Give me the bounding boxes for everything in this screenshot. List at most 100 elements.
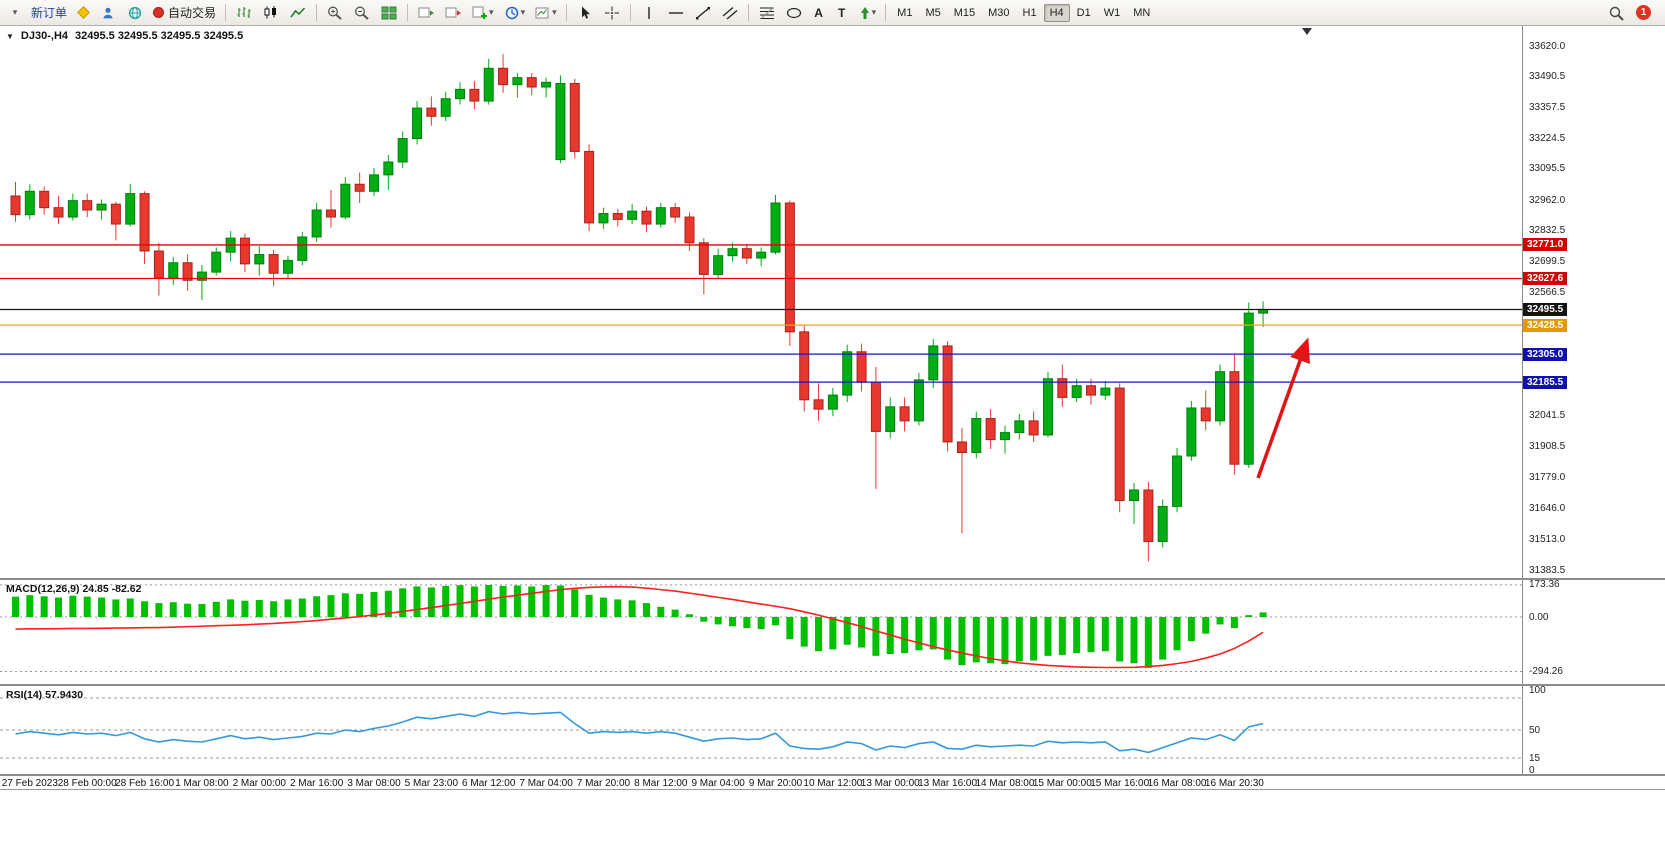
time-axis-label: 8 Mar 12:00: [634, 778, 688, 789]
shapes-tool-button[interactable]: [781, 3, 807, 23]
macd-histogram: [12, 584, 1267, 668]
time-axis-label: 6 Mar 12:00: [462, 778, 516, 789]
candles-series: [10, 54, 1269, 562]
trendline-tool-button[interactable]: [690, 3, 716, 23]
timeframe-m30[interactable]: M30: [988, 6, 1010, 19]
trendline-icon: [695, 6, 710, 19]
timeframe-mn[interactable]: MN: [1133, 6, 1151, 19]
toolbar-separator: [407, 4, 409, 21]
price-axis-tick: 33357.5: [1529, 102, 1566, 113]
timeframe-m15[interactable]: M15: [953, 6, 976, 19]
chart-shift-icon: [445, 7, 462, 17]
toolbar-separator: [747, 4, 749, 21]
arrows-tool-button[interactable]: ▾: [854, 3, 881, 23]
timeframe-h1[interactable]: H1: [1022, 6, 1037, 19]
price-axis-tick: 32041.5: [1529, 410, 1566, 422]
price-axis-tick: 32832.5: [1529, 225, 1566, 236]
rsi-line: [15, 710, 1264, 754]
time-axis-label: 7 Mar 20:00: [576, 778, 631, 789]
price-axis-border: [1522, 26, 1523, 774]
price-badge-32627.6: 32627.6: [1523, 272, 1568, 285]
time-axis-label: 13 Mar 00:00: [860, 778, 920, 789]
fibonacci-tool-button[interactable]: [754, 3, 780, 23]
timeframe-d1[interactable]: D1: [1076, 6, 1091, 19]
mql-button[interactable]: [72, 3, 94, 23]
menu-caret-button[interactable]: ▾: [4, 3, 26, 23]
rsi-axis-label: 100: [1529, 684, 1546, 696]
time-axis-label: 13 Mar 16:00: [918, 778, 978, 789]
main-price-plot[interactable]: [0, 26, 1522, 578]
arrow-marker-icon: [860, 6, 869, 19]
toolbar-separator: [316, 4, 318, 21]
time-axis-label: 27 Feb 2023: [1, 778, 58, 789]
timeframe-w1[interactable]: W1: [1103, 6, 1121, 19]
macd-plot[interactable]: [0, 580, 1522, 684]
toolbar-separator: [629, 4, 631, 21]
tile-windows-button[interactable]: [376, 3, 402, 23]
time-axis-label: 14 Mar 08:00: [975, 778, 1035, 789]
price-axis-tick: 31779.0: [1529, 471, 1566, 483]
time-axis-label: 5 Mar 23:00: [404, 778, 459, 789]
symbol-title: DJ30-,H4: [20, 30, 68, 42]
text-tool-button[interactable]: A: [808, 3, 830, 23]
time-axis-label: 10 Mar 12:00: [803, 778, 863, 789]
cursor-icon: [581, 6, 590, 19]
rsi-axis-label: 15: [1529, 752, 1541, 764]
time-axis-label: 16 Mar 20:30: [1204, 778, 1264, 789]
profile-button[interactable]: [95, 3, 121, 23]
autotrading-button[interactable]: 自动交易: [149, 3, 220, 23]
time-axis-label: 1 Mar 08:00: [175, 778, 229, 789]
new-chart-button[interactable]: ▾: [467, 3, 498, 23]
price-badge-32495.5: 32495.5: [1523, 302, 1568, 316]
panel-separator[interactable]: [0, 684, 1665, 686]
price-axis-tick: 33224.5: [1529, 133, 1566, 145]
timeframe-h4[interactable]: H4: [1043, 3, 1070, 22]
vertical-line-tool-button[interactable]: [636, 3, 662, 23]
rsi-label: RSI(14) 57.9430: [6, 689, 84, 701]
rsi-axis-label: 50: [1529, 724, 1541, 736]
channel-tool-button[interactable]: [717, 3, 743, 23]
label-tool-button[interactable]: T: [831, 3, 853, 23]
time-axis-label: 28 Feb 00:00: [57, 778, 117, 789]
time-axis-label: 15 Mar 16:00: [1090, 778, 1150, 789]
line-chart-button[interactable]: [285, 3, 311, 23]
timeframe-m5[interactable]: M5: [925, 6, 941, 19]
horizontal-line-tool-button[interactable]: [663, 3, 689, 23]
chart-shift-button[interactable]: [440, 3, 466, 23]
collapse-triangle-icon[interactable]: ▼: [6, 31, 14, 41]
rsi-plot[interactable]: [0, 686, 1522, 774]
line-chart-icon: [290, 6, 306, 17]
toolbar: ▾ 新订单 自动交易 ▾ ▾ ▾: [0, 0, 1665, 26]
new-order-button[interactable]: 新订单: [27, 3, 71, 23]
price-badge-32305.0: 32305.0: [1523, 347, 1568, 361]
chart-shift-marker[interactable]: [1302, 28, 1312, 35]
community-button[interactable]: [122, 3, 148, 23]
zoom-in-button[interactable]: [322, 3, 348, 23]
vertical-line-icon: [647, 6, 650, 19]
zoom-in-icon: [328, 6, 342, 20]
time-axis-label: 15 Mar 00:00: [1032, 778, 1092, 789]
profiles-button[interactable]: ▾: [499, 3, 530, 23]
notification-badge[interactable]: 1: [1636, 5, 1651, 20]
auto-scroll-button[interactable]: [413, 3, 439, 23]
caret-down-icon: ▾: [871, 7, 877, 17]
time-axis-label: 9 Mar 04:00: [691, 778, 745, 789]
price-axis-tick: 31646.0: [1529, 502, 1566, 514]
timeframe-m1[interactable]: M1: [897, 6, 913, 19]
new-order-label: 新订单: [31, 6, 68, 20]
candlestick-chart-button[interactable]: [258, 3, 284, 23]
cursor-tool-button[interactable]: [572, 3, 598, 23]
strategy-tester-button[interactable]: ▾: [530, 3, 561, 23]
bar-chart-icon: [237, 6, 251, 18]
auto-scroll-icon: [418, 7, 435, 17]
bar-chart-button[interactable]: [231, 3, 257, 23]
zoom-out-button[interactable]: [349, 3, 375, 23]
price-axis-tick: 33095.5: [1529, 163, 1566, 175]
price-axis-tick: 32962.0: [1529, 194, 1566, 206]
zoom-out-icon: [355, 6, 369, 20]
time-axis-label: 2 Mar 00:00: [232, 778, 286, 789]
panel-separator[interactable]: [0, 578, 1665, 580]
trend-arrow-annotation[interactable]: [1256, 337, 1310, 479]
search-icon[interactable]: [1608, 5, 1626, 21]
crosshair-tool-button[interactable]: [599, 3, 625, 23]
